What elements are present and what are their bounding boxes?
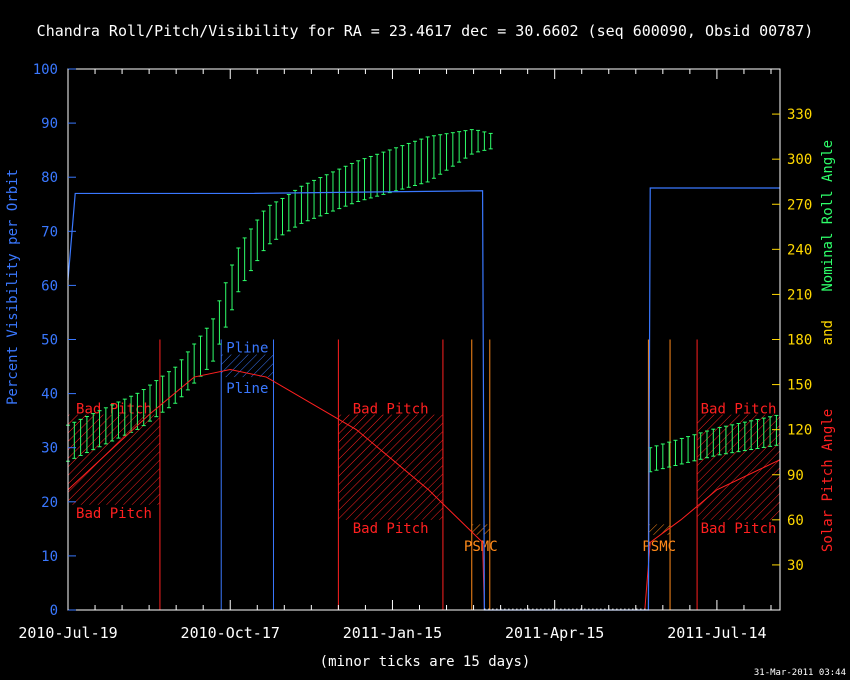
x-axis-label: (minor ticks are 15 days) [320, 654, 531, 670]
x-axis-tick-label: 2011-Jul-14 [667, 624, 766, 642]
right-axis-tick-label: 330 [787, 107, 812, 123]
right-axis-tick-label: 30 [787, 558, 804, 574]
right-axis-tick-label: 120 [787, 423, 812, 439]
right-axis-tick-label: 300 [787, 152, 812, 168]
bad-pitch-label: Bad Pitch [353, 521, 429, 537]
roll-angle-series [66, 129, 779, 473]
x-axis-tick-label: 2010-Oct-17 [181, 624, 280, 642]
left-axis-tick-label: 70 [41, 224, 58, 240]
left-axis-tick-label: 50 [41, 333, 58, 349]
chart-title: Chandra Roll/Pitch/Visibility for RA = 2… [37, 22, 814, 40]
axes-layer: 0 10 20 30 40 50 60 70 80 90 100 30 60 90 120 150 180 210… [18, 62, 812, 642]
right-axis-tick-label: 180 [787, 333, 812, 349]
left-axis-tick-label: 90 [41, 116, 58, 132]
right-axis-tick-label: 210 [787, 287, 812, 303]
left-axis-tick-label: 40 [41, 387, 58, 403]
right-axis-label-part: and [820, 320, 836, 345]
left-axis-tick-label: 30 [41, 441, 58, 457]
bad-pitch-label: Bad Pitch [701, 521, 777, 537]
x-axis-tick-label: 2011-Jan-15 [343, 624, 442, 642]
bad-pitch-label: Bad Pitch [353, 402, 429, 418]
left-axis-tick-label: 80 [41, 170, 58, 186]
pline-label: Pline [226, 341, 268, 357]
right-axis-tick-label: 270 [787, 197, 812, 213]
right-axis-label-part: Nominal Roll Angle [820, 140, 836, 292]
bad-pitch-label: Bad Pitch [76, 506, 152, 522]
x-axis-tick-label: 2011-Apr-15 [505, 624, 604, 642]
bad-pitch-label: Bad Pitch [76, 402, 152, 418]
bad-pitch-region [68, 414, 160, 505]
psmc-label: PSMC [464, 539, 498, 555]
left-axis-tick-label: 0 [50, 603, 58, 619]
left-axis-tick-label: 100 [33, 62, 58, 78]
psmc-region [648, 524, 671, 535]
psmc-region [471, 524, 490, 535]
bad-pitch-label: Bad Pitch [701, 402, 777, 418]
left-axis-label: Percent Visibility per Orbit [5, 169, 21, 405]
timestamp: 31-Mar-2011 03:44 [754, 668, 846, 678]
right-axis-tick-label: 240 [787, 242, 812, 258]
x-axis-tick-label: 2010-Jul-19 [18, 624, 117, 642]
pline-region [221, 354, 274, 378]
right-axis-tick-label: 90 [787, 468, 804, 484]
right-axis-tick-label: 60 [787, 513, 804, 529]
solar-pitch-line [67, 369, 781, 611]
right-axis-label: Solar Pitch Angle and Nominal Roll Angle [820, 140, 836, 552]
pline-label: Pline [226, 381, 268, 397]
left-axis-tick-label: 60 [41, 278, 58, 294]
left-axis-tick-label: 10 [41, 549, 58, 565]
right-axis-label-part: Solar Pitch Angle [820, 409, 836, 552]
bad-pitch-region [338, 414, 443, 520]
psmc-label: PSMC [642, 539, 676, 555]
left-axis-tick-label: 20 [41, 495, 58, 511]
right-axis-tick-label: 150 [787, 378, 812, 394]
